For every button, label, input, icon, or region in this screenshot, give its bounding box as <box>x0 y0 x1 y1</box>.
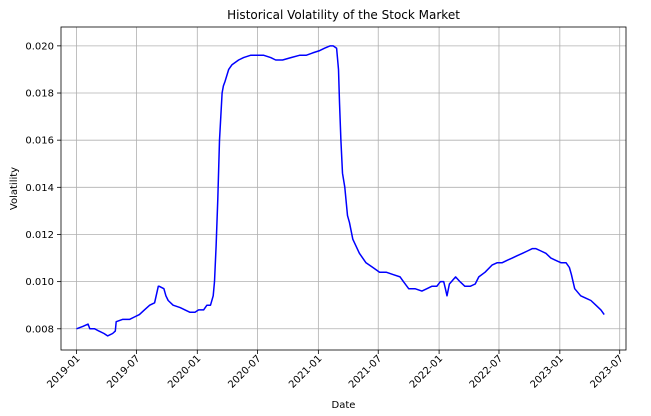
y-tick-label: 0.012 <box>25 230 54 241</box>
x-tick-label: 2022-01 <box>408 353 445 390</box>
volatility-series-line <box>76 45 605 337</box>
x-gridlines <box>76 27 621 350</box>
x-tick-label: 2023-07 <box>589 353 626 390</box>
x-tick-label: 2019-07 <box>105 353 142 390</box>
y-axis-label: Volatility <box>9 167 20 210</box>
x-axis-ticks: 2019-01 2019-07 2020-01 2020-07 2021-01 2021-… <box>45 350 626 391</box>
y-tick-label: 0.016 <box>25 136 54 147</box>
y-tick-label: 0.020 <box>25 41 54 52</box>
x-tick-label: 2021-07 <box>347 353 384 390</box>
chart-title: Historical Volatility of the Stock Marke… <box>227 8 460 22</box>
x-tick-label: 2023-01 <box>529 353 566 390</box>
y-axis-ticks: 0.008 0.010 0.012 0.014 0.016 0.018 0.020 <box>25 41 61 335</box>
y-tick-label: 0.008 <box>25 324 54 335</box>
plot-area-frame <box>60 26 627 351</box>
x-tick-label: 2021-01 <box>287 353 324 390</box>
y-gridlines <box>61 45 626 330</box>
y-tick-label: 0.010 <box>25 277 54 288</box>
x-tick-label: 2022-07 <box>468 353 505 390</box>
x-tick-label: 2020-01 <box>166 353 203 390</box>
y-tick-label: 0.018 <box>25 89 54 100</box>
y-tick-label: 0.014 <box>25 183 54 194</box>
x-tick-label: 2019-01 <box>45 353 82 390</box>
x-axis-label: Date <box>332 400 356 411</box>
x-tick-label: 2020-07 <box>226 353 263 390</box>
